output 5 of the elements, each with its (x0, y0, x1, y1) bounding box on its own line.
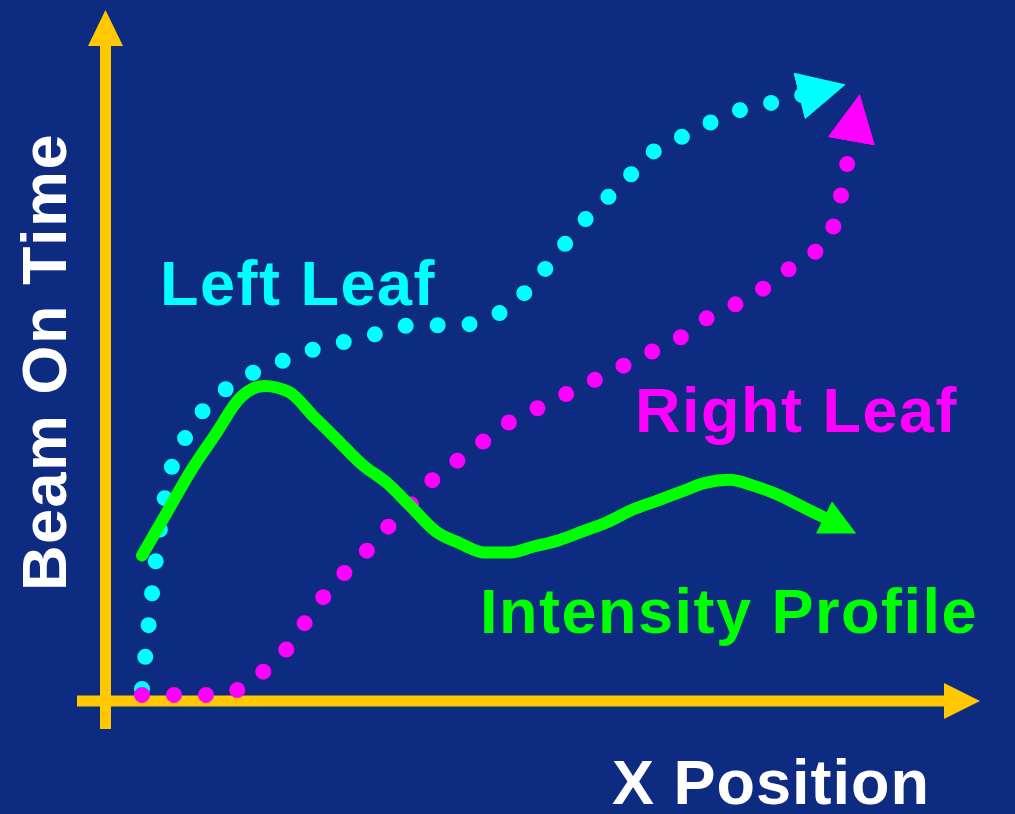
series-label: Right Leaf (635, 375, 958, 445)
y-axis-title: Beam On Time (9, 133, 79, 591)
series-label: Intensity Profile (480, 576, 979, 646)
series-label: Left Leaf (160, 248, 437, 318)
x-axis-title: X Position (612, 747, 931, 814)
